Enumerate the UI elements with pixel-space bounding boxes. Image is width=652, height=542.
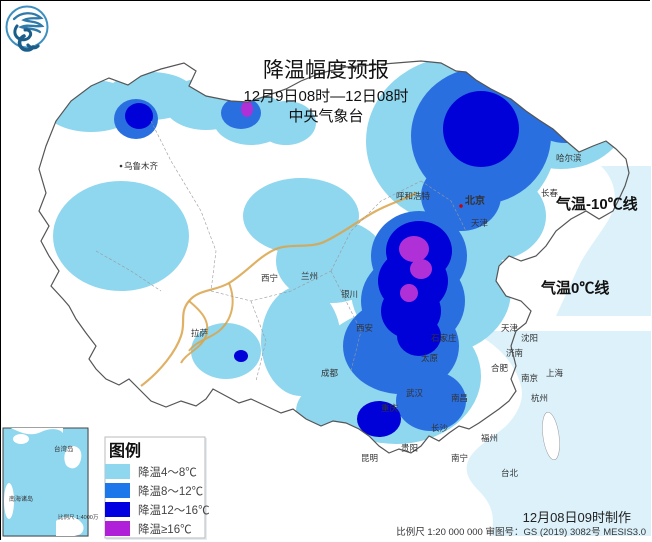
- svg-text:比例尺 1:4000万: 比例尺 1:4000万: [58, 513, 99, 521]
- svg-text:上海: 上海: [546, 368, 564, 378]
- svg-text:南海诸岛: 南海诸岛: [9, 495, 33, 503]
- svg-text:中央气象台: 中央气象台: [288, 108, 363, 125]
- svg-text:北京: 北京: [465, 194, 485, 207]
- svg-text:南京: 南京: [521, 373, 538, 383]
- svg-text:降温8～12℃: 降温8～12℃: [138, 484, 204, 498]
- svg-text:兰州: 兰州: [301, 271, 318, 281]
- svg-text:南昌: 南昌: [451, 393, 468, 403]
- svg-text:降温4～8℃: 降温4～8℃: [138, 465, 197, 479]
- svg-text:合肥: 合肥: [491, 363, 509, 373]
- svg-text:西宁: 西宁: [261, 273, 278, 283]
- svg-text:天津: 天津: [501, 323, 519, 333]
- svg-text:石家庄: 石家庄: [431, 333, 457, 343]
- svg-text:拉萨: 拉萨: [191, 328, 209, 338]
- svg-text:天津: 天津: [471, 218, 489, 228]
- svg-text:贵阳: 贵阳: [401, 443, 418, 453]
- svg-text:台北: 台北: [501, 468, 519, 478]
- svg-text:长沙: 长沙: [431, 423, 449, 433]
- svg-text:昆明: 昆明: [361, 453, 378, 463]
- svg-text:太原: 太原: [421, 353, 438, 363]
- svg-text:南宁: 南宁: [451, 453, 468, 463]
- svg-text:比例尺 1:20 000 000 审图号：GS (2019: 比例尺 1:20 000 000 审图号：GS (2019) 3082号 MES…: [396, 526, 646, 538]
- svg-text:12月08日09时制作: 12月08日09时制作: [523, 510, 631, 525]
- svg-text:降温≥16℃: 降温≥16℃: [138, 522, 192, 536]
- svg-text:重庆: 重庆: [381, 403, 399, 413]
- svg-text:西安: 西安: [356, 323, 373, 333]
- svg-text:降温12～16℃: 降温12～16℃: [138, 503, 210, 517]
- svg-text:成都: 成都: [321, 368, 339, 378]
- svg-text:沈阳: 沈阳: [521, 333, 538, 343]
- svg-text:银川: 银川: [341, 289, 358, 299]
- svg-text:台湾岛: 台湾岛: [54, 444, 74, 453]
- svg-text:降温幅度预报: 降温幅度预报: [263, 59, 389, 82]
- svg-text:气温0℃线: 气温0℃线: [540, 279, 609, 297]
- svg-text:哈尔滨: 哈尔滨: [556, 153, 582, 163]
- svg-text:12月9日08时—12日08时: 12月9日08时—12日08时: [243, 88, 408, 105]
- svg-text:乌鲁木齐: 乌鲁木齐: [124, 161, 159, 171]
- svg-text:气温-10℃线: 气温-10℃线: [555, 195, 638, 213]
- svg-text:福州: 福州: [481, 433, 498, 443]
- svg-text:杭州: 杭州: [531, 393, 548, 403]
- svg-text:武汉: 武汉: [406, 388, 424, 398]
- svg-text:呼和浩特: 呼和浩特: [396, 191, 431, 201]
- svg-text:图例: 图例: [109, 441, 141, 460]
- svg-text:济南: 济南: [506, 348, 523, 358]
